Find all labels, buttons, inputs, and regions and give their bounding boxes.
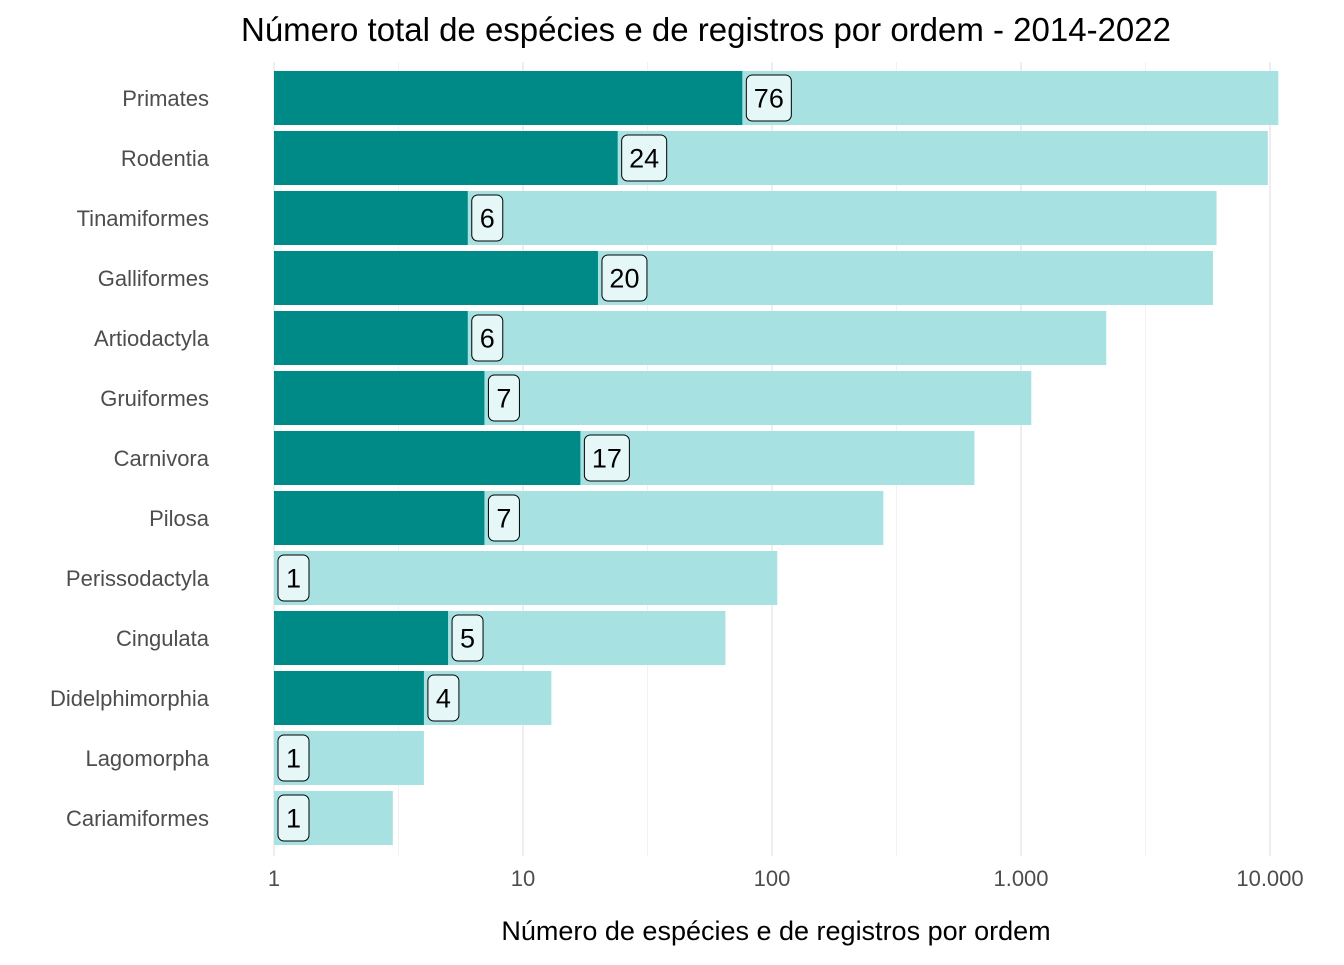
svg-text:1: 1 — [286, 564, 301, 594]
x-tick-label: 1.000 — [993, 866, 1048, 891]
bar-especies — [274, 311, 468, 365]
svg-text:7: 7 — [496, 504, 511, 534]
x-tick-label: 10.000 — [1236, 866, 1303, 891]
data-label: 24 — [621, 134, 668, 182]
y-category-label: Carnivora — [114, 446, 210, 471]
svg-text:1: 1 — [286, 804, 301, 834]
x-axis-title: Número de espécies e de registros por or… — [501, 916, 1050, 946]
data-label: 5 — [451, 614, 484, 662]
y-category-label: Gruiformes — [100, 386, 209, 411]
y-category-label: Pilosa — [149, 506, 210, 531]
data-label: 1 — [277, 734, 310, 782]
bars-especies — [274, 71, 743, 725]
bar-especies — [274, 491, 485, 545]
y-category-label: Cariamiformes — [66, 806, 209, 831]
y-category-label: Artiodactyla — [94, 326, 210, 351]
bar-especies — [274, 671, 424, 725]
svg-text:4: 4 — [436, 684, 451, 714]
y-category-labels: Primates Rodentia Tinamiformes Galliformes A… — [50, 86, 210, 831]
data-label: 6 — [471, 194, 504, 242]
svg-text:1: 1 — [286, 744, 301, 774]
bar-especies — [274, 611, 449, 665]
y-category-label: Didelphimorphia — [50, 686, 210, 711]
svg-text:17: 17 — [592, 444, 622, 474]
data-label: 1 — [277, 794, 310, 842]
svg-text:20: 20 — [609, 264, 639, 294]
svg-text:24: 24 — [629, 144, 659, 174]
data-label: 6 — [471, 314, 504, 362]
data-label: 7 — [487, 494, 520, 542]
svg-text:7: 7 — [496, 384, 511, 414]
bar-especies — [274, 431, 581, 485]
x-tick-labels: 1 10 100 1.000 10.000 — [268, 866, 1304, 891]
data-label: 17 — [583, 434, 630, 482]
bar-registros — [274, 551, 778, 605]
x-tick-label: 100 — [754, 866, 791, 891]
bar-especies — [274, 371, 485, 425]
chart-title: Número total de espécies e de registros … — [241, 11, 1171, 48]
x-tick-label: 1 — [268, 866, 280, 891]
svg-text:5: 5 — [460, 624, 475, 654]
bar-especies — [274, 251, 598, 305]
bar-especies — [274, 131, 618, 185]
svg-text:76: 76 — [754, 84, 784, 114]
data-label: 20 — [601, 254, 648, 302]
y-category-label: Galliformes — [98, 266, 209, 291]
bar-especies — [274, 71, 743, 125]
y-category-label: Perissodactyla — [66, 566, 210, 591]
svg-text:6: 6 — [480, 204, 495, 234]
y-category-label: Primates — [122, 86, 209, 111]
y-category-label: Tinamiformes — [77, 206, 209, 231]
x-tick-label: 10 — [511, 866, 535, 891]
y-category-label: Cingulata — [116, 626, 210, 651]
y-category-label: Rodentia — [121, 146, 210, 171]
data-label: 76 — [745, 74, 792, 122]
data-label: 1 — [277, 554, 310, 602]
svg-text:6: 6 — [480, 324, 495, 354]
data-label: 7 — [487, 374, 520, 422]
data-label: 4 — [427, 674, 460, 722]
y-category-label: Lagomorpha — [85, 746, 209, 771]
bar-especies — [274, 191, 468, 245]
